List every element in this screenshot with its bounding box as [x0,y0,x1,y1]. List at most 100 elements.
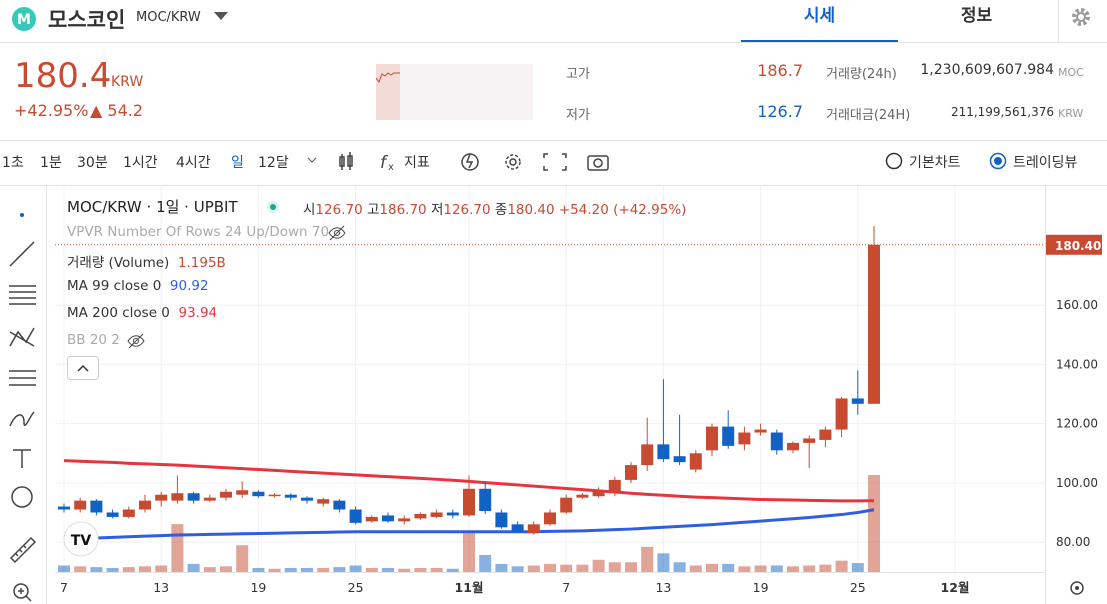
candle-body [187,493,200,501]
volume-bar [527,565,540,572]
divider [0,185,1107,186]
volume-bar [430,567,443,572]
candle-body [479,488,492,511]
last-price-label: 180.40 [1055,239,1101,253]
candle-body [284,494,297,498]
volume-bar [851,563,864,572]
candle-body [301,497,313,501]
ohlc: 시126.70 고186.70 저126.70 종180.40 +54.20 (… [303,198,686,218]
volume-bar [511,566,524,572]
interval[interactable]: 1분 [40,155,62,171]
settings[interactable] [1071,7,1091,27]
candle-body [155,494,168,501]
candle-body [787,442,799,451]
settings[interactable] [1066,577,1088,599]
change-pct: +42.95% [14,101,89,120]
indicator-value: 1.195B [177,255,226,271]
y-tick-label: 120.00 [1056,417,1098,431]
volume-bar [803,565,816,572]
indicator: BB 20 2 [67,332,120,348]
chart-mode[interactable]: 기본차트 [909,155,961,171]
divider [1058,0,1059,42]
ohlc-label: 고 [366,202,380,218]
drawing-tools[interactable] [0,186,46,604]
volume-bar [495,563,508,572]
volume-bar [722,563,735,572]
indicators[interactable]: 지표 [404,155,430,171]
ohlc-label: 종 [494,202,508,218]
candle-body [317,499,330,504]
volume-bar [868,475,880,572]
candle-body [576,494,589,498]
divider [0,42,1107,43]
candle-body [463,488,475,516]
indicator: MA 200 close 0 93.94 [67,305,217,321]
candle-body [819,429,832,440]
indicator: 거래량 (Volume) 1.195B [67,251,226,271]
stat-value: 211,199,561,376 [950,105,1054,119]
stat-value: 126.7 [757,102,803,121]
chart: 80.00 100.00 120.00 140.00 160.00 7 13 19 25 11월 7… [55,186,1102,604]
volume-bar [106,567,119,572]
interval[interactable]: 30분 [77,155,108,171]
volume-bar [835,560,848,572]
candle-body [252,491,265,497]
volume-bar [155,565,168,572]
candle-body [625,465,637,480]
collapse[interactable] [67,356,99,380]
interval[interactable]: 1초 [2,155,24,171]
dropdown[interactable] [213,10,229,22]
candle-body [592,491,605,497]
hidden-icon[interactable] [126,332,146,350]
volume-bar [544,563,556,572]
interval[interactable]: 1시간 [123,155,158,171]
tab-quote[interactable]: 시세 [741,0,898,43]
stat-unit: MOC [1058,66,1084,79]
change: ▲ 54.2 [90,101,144,120]
indicator-value: 90.92 [169,278,209,294]
status-dot [267,201,279,213]
volume-bar [333,567,346,572]
chevron[interactable] [305,155,319,167]
hidden-icon[interactable] [327,224,347,242]
candle-body [446,512,459,516]
tv-logo[interactable]: TV [63,521,99,557]
candle-body [349,509,362,523]
interval[interactable]: 12달 [258,155,289,171]
volume-bar [171,524,184,572]
stat-label: 거래대금(24H) [826,108,911,123]
volume-bar [139,566,151,572]
stat-value: 1,230,609,607.984 [920,62,1054,78]
interval[interactable]: 일 [231,155,244,171]
radio[interactable] [989,152,1009,172]
volume-bar [560,564,573,572]
volume-bar [90,567,103,572]
ohlc-value: 186.70 [379,202,427,218]
stat-label: 저가 [566,108,590,123]
ohlc-change: +54.20 (+42.95%) [558,202,687,218]
pair: MOC/KRW [136,10,201,25]
indicator: VPVR Number Of Rows 24 Up/Down 70 [67,224,330,240]
tab-info[interactable]: 정보 [960,6,993,26]
ohlc-label: 시 [303,202,316,218]
x-tick-label: 12월 [941,580,970,595]
volume-bar [187,563,200,572]
indicator-name: MA 99 close 0 [67,278,162,294]
interval[interactable]: 4시간 [176,155,211,171]
candle-body [738,432,751,445]
candle-body [268,494,281,497]
x-tick-label: 13 [655,580,671,595]
candle-body [868,244,880,404]
chart-mode[interactable]: 트레이딩뷰 [1013,155,1078,171]
candle-body [608,479,621,492]
volume-bar [706,563,718,572]
svg-text:TV: TV [71,533,92,549]
radio[interactable] [885,152,905,172]
candle-body [203,497,216,501]
volume-bar [301,567,313,572]
volume-bar [58,565,70,572]
volume-bar [398,568,411,572]
volume-bar [673,562,686,572]
